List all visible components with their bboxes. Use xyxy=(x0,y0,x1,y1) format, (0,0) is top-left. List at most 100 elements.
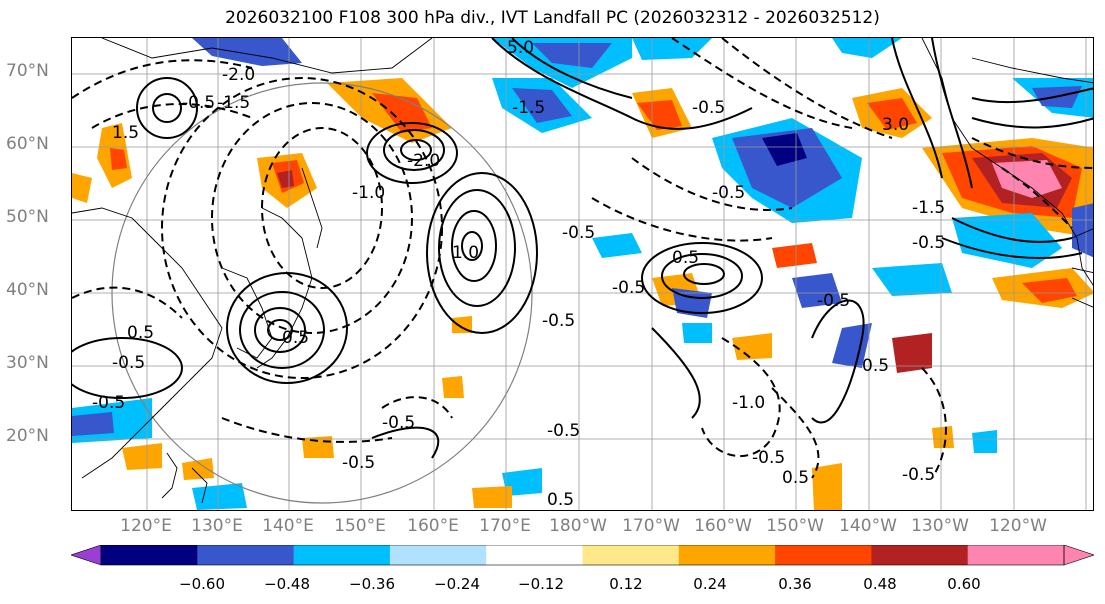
colorbar-tick-label: 0.12 xyxy=(609,575,643,593)
contour-label: 1.0 xyxy=(452,243,479,263)
fill-neg xyxy=(732,128,842,208)
fill-pos xyxy=(772,243,817,268)
fill-neg xyxy=(972,430,997,453)
fill-pos xyxy=(72,173,92,203)
contour-label: -1.5 xyxy=(912,198,945,218)
lon-label: 160°E xyxy=(407,516,459,536)
fill-neg xyxy=(1072,203,1093,258)
lon-label: 160°W xyxy=(694,516,752,536)
colorbar-extend-max xyxy=(1063,545,1094,566)
lon-label: 140°E xyxy=(262,516,314,536)
contour-label: -0.5 xyxy=(112,353,145,373)
map-area[interactable]: -0.5 -1.0 -1.5 -2.0 -0.5 -0.5 -0.5 -0.5 … xyxy=(71,37,1094,511)
contour-label: -0.5 xyxy=(692,98,725,118)
lat-label-20n: 20°N xyxy=(6,426,49,446)
colorbar-extend-min xyxy=(71,545,102,566)
colorbar-border xyxy=(100,545,1065,566)
colorbar-segment xyxy=(101,545,198,565)
contour-label: -1.0 xyxy=(732,393,765,413)
colorbar-tick-label: 0.36 xyxy=(778,575,812,593)
colorbar-segment xyxy=(197,545,295,565)
colorbar-segment xyxy=(678,545,776,565)
lon-label: 150°E xyxy=(334,516,386,536)
colorbar-segment xyxy=(775,545,872,565)
contour-label: -0.5 xyxy=(342,453,375,473)
fill-pos xyxy=(277,170,294,188)
colorbar-tick-label: 0.48 xyxy=(863,575,897,593)
lon-label: 120°E xyxy=(120,516,172,536)
contour-label: -0.5 xyxy=(902,465,935,485)
lat-label-70n: 70°N xyxy=(6,61,49,81)
colorbar xyxy=(71,545,1094,566)
contours-dashed xyxy=(72,38,1093,479)
lat-label-60n: 60°N xyxy=(6,134,49,154)
lon-label: 120°W xyxy=(989,516,1047,536)
contour-label: -0.5 xyxy=(542,311,575,331)
fill-neg xyxy=(952,213,1062,268)
contour-label: 0.5 xyxy=(127,323,154,343)
graticule xyxy=(72,38,1093,510)
fill-pos xyxy=(122,443,162,470)
contour-label: 0.5 xyxy=(782,468,809,488)
fill-neg xyxy=(72,412,114,436)
contour-label: 3.0 xyxy=(882,115,909,135)
colorbar-tick-label: −0.24 xyxy=(434,575,480,593)
fill-pos xyxy=(812,463,842,510)
colorbar-tick-label: 0.60 xyxy=(947,575,981,593)
contour-label: -1.5 xyxy=(512,98,545,118)
contour-label: -0.5 xyxy=(382,413,415,433)
colorbar-segment xyxy=(486,545,583,565)
colorbar-tick-label: −0.48 xyxy=(264,575,310,593)
colorbar-tick-label: −0.60 xyxy=(179,575,225,593)
contour-label: 0.5 xyxy=(547,490,574,510)
lat-label-30n: 30°N xyxy=(6,353,49,373)
contour-label: -0.5 xyxy=(912,233,945,253)
shaded-divergence xyxy=(72,38,1093,510)
contour-label: -2.0 xyxy=(407,151,440,171)
lat-label-40n: 40°N xyxy=(6,280,49,300)
contour-label: -0.5 xyxy=(562,223,595,243)
lon-label: 140°W xyxy=(839,516,897,536)
contour-label: -0.5 xyxy=(712,183,745,203)
colorbar-tick-label: −0.12 xyxy=(518,575,564,593)
fill-neg xyxy=(532,43,612,68)
contour-label: -0.5 xyxy=(547,421,580,441)
fill-pos xyxy=(1022,278,1077,303)
contour-label: 0.5 xyxy=(672,248,699,268)
contour-label: -1.0 xyxy=(352,183,385,203)
lon-label: 150°W xyxy=(766,516,824,536)
lon-label: 170°E xyxy=(479,516,531,536)
fill-pos xyxy=(182,458,214,480)
contour-label: 0.5 xyxy=(282,328,309,348)
colorbar-tick-label: −0.36 xyxy=(349,575,395,593)
contour-label: 5.0 xyxy=(507,38,534,58)
fill-pos xyxy=(452,316,472,333)
contour-label: -0.5 xyxy=(612,278,645,298)
contour-labels: -0.5 -1.0 -1.5 -2.0 -0.5 -0.5 -0.5 -0.5 … xyxy=(92,38,945,510)
contour-label: -0.5 xyxy=(817,291,850,311)
contour-label: -1.5 xyxy=(217,93,250,113)
colorbar-segment xyxy=(293,545,391,565)
contour-label: -0.5 xyxy=(752,448,785,468)
colorbar-segment xyxy=(582,545,680,565)
fill-pos xyxy=(732,333,772,360)
lon-label: 130°E xyxy=(191,516,243,536)
fill-pos xyxy=(892,333,932,373)
lon-label: 170°W xyxy=(622,516,680,536)
fill-neg xyxy=(832,38,902,58)
fill-neg xyxy=(792,273,842,308)
fill-neg xyxy=(592,233,642,258)
contour-label: 0.5 xyxy=(862,356,889,376)
fill-pos xyxy=(932,426,954,448)
contour-label: -0.5 xyxy=(182,93,215,113)
colorbar-segment xyxy=(967,545,1065,565)
contour-label: -0.5 xyxy=(92,393,125,413)
fill-neg xyxy=(192,483,247,510)
contours-solid xyxy=(72,38,1093,459)
landfall-radius-circle xyxy=(111,82,533,504)
map-canvas: -0.5 -1.0 -1.5 -2.0 -0.5 -0.5 -0.5 -0.5 … xyxy=(72,38,1093,510)
colorbar-tick-label: 0.24 xyxy=(693,575,727,593)
lat-label-50n: 50°N xyxy=(6,207,49,227)
fill-neg xyxy=(512,88,572,123)
contour-label: 1.5 xyxy=(112,123,139,143)
